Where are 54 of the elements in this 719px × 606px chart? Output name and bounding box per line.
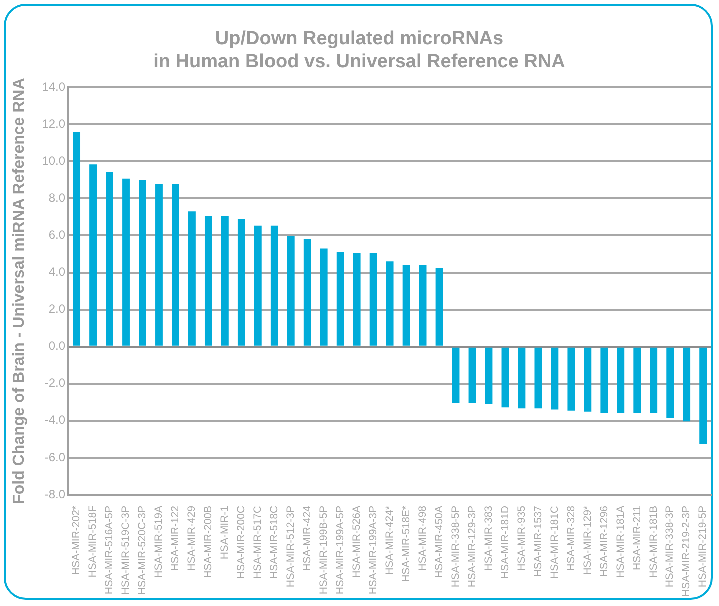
x-tick-label: HSA-MIR-520C-3P xyxy=(136,506,149,596)
x-tick-label: HSA-MIR-429 xyxy=(186,506,198,572)
y-tick-label: 6.0 xyxy=(48,228,66,242)
x-tick-label: HSA-MIR-383 xyxy=(482,506,495,572)
x-tick-label: HSA-MIR-181D xyxy=(499,506,512,579)
x-tick-label: HSA-MIR-1537 xyxy=(532,506,544,578)
x-tick-label: HSA-MIR-219-5P xyxy=(697,506,710,588)
x-tick-label: HSA-MIR-935 xyxy=(516,506,528,572)
y-tick-label: -2.0 xyxy=(44,376,66,390)
x-tick-label: HSA-MIR-424* xyxy=(384,506,396,576)
y-tick-label: 0.0 xyxy=(48,339,66,354)
x-tick-label: HSA-MIR-338-3P xyxy=(664,506,676,588)
x-tick-label: HSA-MIR-518E* xyxy=(400,506,412,582)
x-tick-label: HSA-MIR-200C xyxy=(236,506,248,579)
x-tick-label: HSA-MIR-199B-5P xyxy=(318,506,330,595)
x-tick-label: HSA-MIR-181B xyxy=(648,506,660,578)
y-tick-label: 14.0 xyxy=(42,80,66,94)
x-tick-label: HSA-MIR-518F xyxy=(87,506,100,578)
text: in Human Blood vs. Universal Reference RNA xyxy=(154,51,566,72)
x-tick-label: HSA-MIR-519A xyxy=(153,506,166,578)
x-tick-label: HSA-MIR-498 xyxy=(416,506,429,572)
x-tick-label: HSA-MIR-517C xyxy=(252,506,264,579)
y-tick-label: 12.0 xyxy=(42,116,66,131)
x-tick-label: HSA-MIR-519C-3P xyxy=(120,506,132,596)
y-tick-label: -6.0 xyxy=(44,450,66,464)
y-tick-label: 4.0 xyxy=(48,265,66,280)
x-tick-label: HSA-MIR-516A-5P xyxy=(104,506,116,595)
x-tick-label: HSA-MIR-328 xyxy=(565,506,578,572)
x-tick-label: HSA-MIR-181A xyxy=(614,506,627,578)
y-axis-title: Fold Change of Brain - Universal miRNA Reference RNA xyxy=(11,78,28,504)
y-tick-label: 8.0 xyxy=(48,191,66,206)
x-tick-label: HSA-MIR-450A xyxy=(433,506,446,578)
x-tick-label: HSA-MIR-1 xyxy=(219,506,232,560)
x-tick-label: HSA-MIR-518C xyxy=(268,506,281,579)
x-tick-label: HSA-MIR-129* xyxy=(582,506,594,576)
x-tick-label: HSA-MIR-199A-5P xyxy=(334,506,346,595)
x-tick-label: HSA-MIR-526A xyxy=(350,506,363,578)
x-tick-label: HSA-MIR-181C xyxy=(548,506,561,579)
x-tick-label: HSA-MIR-199A-3P xyxy=(367,506,380,595)
x-tick-label: HSA-MIR-219-2-3P xyxy=(680,506,693,598)
x-tick-label: HSA-MIR-129-3P xyxy=(466,506,478,588)
text: Up/Down Regulated microRNAs xyxy=(215,28,504,50)
y-tick-label: 10.0 xyxy=(42,154,66,168)
y-tick-label: -4.0 xyxy=(44,413,66,428)
x-tick-label: HSA-MIR-200B xyxy=(202,506,215,578)
y-tick-label: -8.0 xyxy=(44,487,66,502)
x-tick-label: HSA-MIR-1296 xyxy=(598,506,610,578)
x-tick-label: HSA-MIR-338-5P xyxy=(450,506,462,588)
x-tick-label: HSA-MIR-424 xyxy=(302,506,314,572)
x-tick-label: HSA-MIR-202* xyxy=(70,506,83,576)
x-tick-label: HSA-MIR-512-3P xyxy=(285,506,298,588)
x-tick-label: HSA-MIR-122 xyxy=(170,506,182,572)
y-tick-label: 2.0 xyxy=(48,302,66,316)
x-tick-label: HSA-MIR-211 xyxy=(631,506,644,571)
